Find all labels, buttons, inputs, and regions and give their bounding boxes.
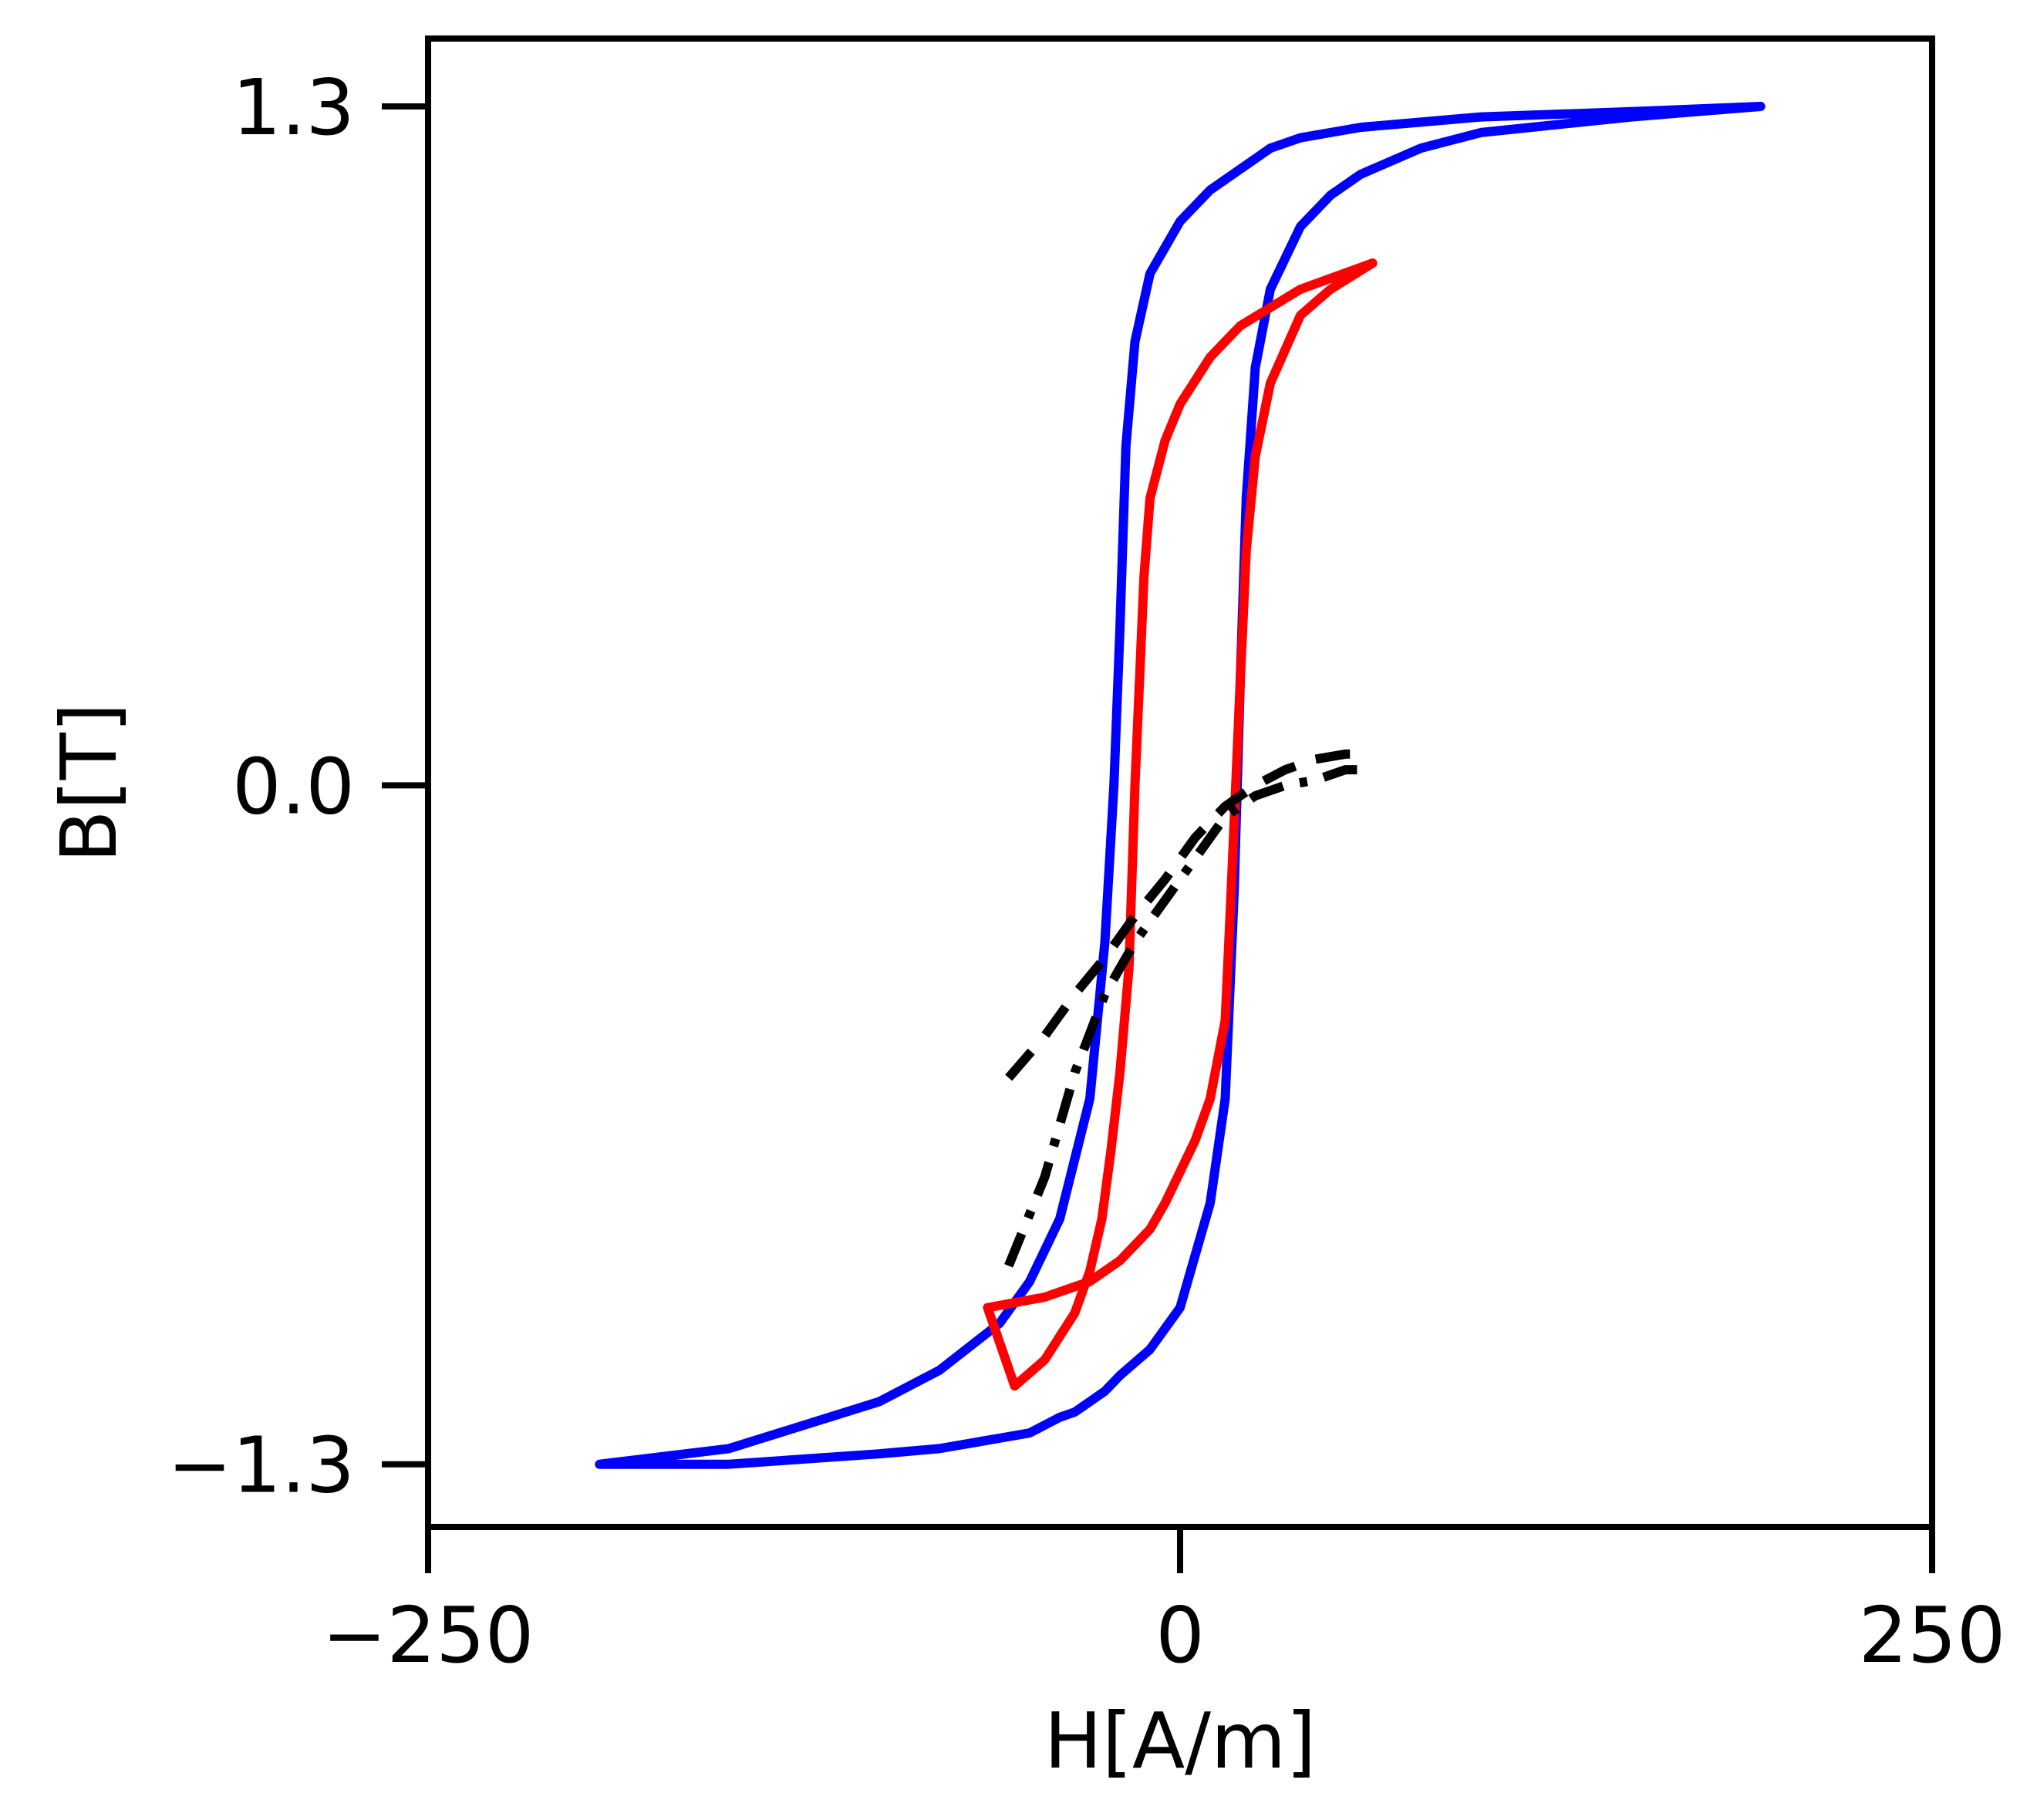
x-axis-label: H[A/m] [1044,1696,1317,1786]
series-line-4 [1004,765,1361,1268]
y-tick-label: 0.0 [232,741,355,831]
series-line-1 [595,102,1766,1469]
axis-ticks: −250 0 250 −1.3 0.0 1.3 [167,62,2005,1680]
y-axis-label: B[T] [44,703,134,863]
x-tick-label: −250 [322,1590,535,1680]
y-tick-label: 1.3 [232,62,355,153]
y-tick-label: −1.3 [167,1421,355,1511]
x-tick-label: 0 [1155,1590,1205,1680]
series-lines [595,102,1766,1469]
series-line-2 [983,258,1378,1391]
x-tick-label: 250 [1859,1590,2006,1680]
series-line-3 [1005,749,1361,1081]
